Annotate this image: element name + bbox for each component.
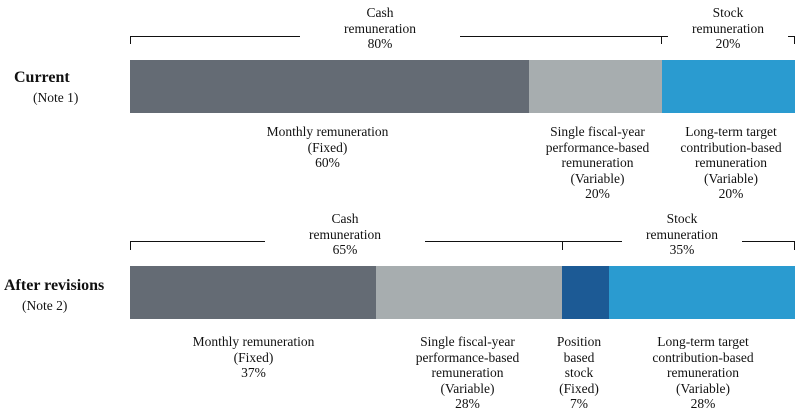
row-note-current: (Note 1) — [33, 90, 79, 105]
segment-label-current-single-year: Single fiscal-year performance-based rem… — [545, 124, 650, 201]
bar-segment-after-position-stock — [562, 266, 609, 319]
stacked-bar-after — [130, 266, 795, 319]
group-label-current-cash: Cash remuneration 80% — [300, 5, 460, 52]
bar-segment-current-long-term — [662, 60, 795, 113]
bar-segment-current-single-year — [529, 60, 662, 113]
group-label-after-stock: Stock remuneration 35% — [622, 211, 742, 258]
bar-segment-after-monthly — [130, 266, 376, 319]
row-title-after: After revisions — [4, 277, 105, 294]
segment-label-after-position-stock: Position based stock (Fixed) 7% — [556, 334, 602, 411]
segment-label-after-single-year: Single fiscal-year performance-based rem… — [415, 334, 520, 411]
segment-label-current-long-term: Long-term target contribution-based remu… — [680, 124, 782, 201]
row-title-current: Current — [14, 69, 70, 86]
bar-segment-after-single-year — [376, 266, 562, 319]
segment-label-after-monthly: Monthly remuneration (Fixed) 37% — [192, 334, 315, 380]
stacked-bar-current — [130, 60, 795, 113]
row-note-after: (Note 2) — [22, 298, 68, 313]
segment-label-current-monthly: Monthly remuneration (Fixed) 60% — [266, 124, 389, 170]
bar-segment-after-long-term — [609, 266, 795, 319]
group-label-after-cash: Cash remuneration 65% — [265, 211, 425, 258]
bar-segment-current-monthly — [130, 60, 529, 113]
segment-label-after-long-term: Long-term target contribution-based remu… — [652, 334, 754, 411]
group-label-current-stock: Stock remuneration 20% — [668, 5, 788, 52]
